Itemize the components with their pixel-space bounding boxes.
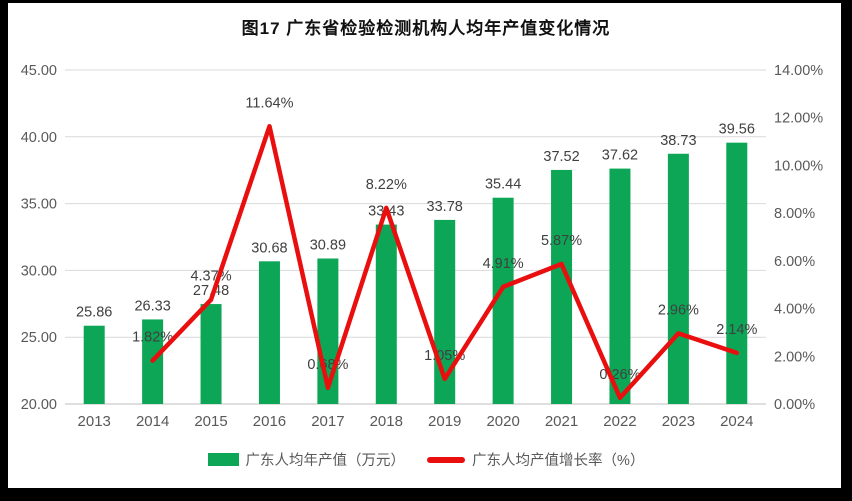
- left-axis-tick-label: 45.00: [21, 63, 57, 79]
- bar: [492, 197, 514, 404]
- bar-data-label: 35.44: [485, 177, 521, 193]
- x-axis-category-label: 2018: [370, 413, 403, 430]
- x-axis-category-label: 2024: [720, 413, 753, 430]
- bar: [200, 304, 222, 404]
- bar-data-label: 37.52: [543, 149, 579, 165]
- right-axis-tick-label: 14.00%: [774, 63, 823, 79]
- x-axis-category-label: 2023: [662, 413, 695, 430]
- left-axis-tick-label: 25.00: [21, 330, 57, 346]
- x-axis-category-label: 2016: [253, 413, 286, 430]
- bar-data-label: 30.68: [251, 240, 287, 256]
- bar: [375, 224, 397, 404]
- legend-bar-label: 广东人均年产值（万元）: [245, 453, 406, 469]
- line-data-label: 1.82%: [132, 330, 173, 346]
- line-data-label: 5.87%: [541, 233, 582, 249]
- bar-data-label: 30.89: [310, 238, 346, 254]
- bar-data-label: 25.86: [76, 305, 112, 321]
- bar-data-label: 39.56: [719, 122, 755, 138]
- line-data-label: 11.64%: [245, 95, 293, 111]
- x-axis-category-label: 2020: [486, 413, 519, 430]
- line-data-label: 0.68%: [307, 357, 348, 373]
- bar: [726, 142, 748, 404]
- bar-data-label: 38.73: [660, 133, 696, 149]
- x-axis-category-label: 2013: [78, 413, 111, 430]
- legend-item-bar-series: 广东人均年产值（万元）: [207, 449, 406, 470]
- right-axis-tick-label: 2.00%: [774, 349, 815, 365]
- right-axis-tick-label: 0.00%: [774, 397, 815, 413]
- x-axis-category-label: 2015: [194, 413, 227, 430]
- line-series-swatch: [427, 456, 466, 463]
- left-axis-tick-label: 30.00: [21, 263, 57, 279]
- bar: [667, 153, 689, 404]
- left-axis-tick-label: 40.00: [21, 130, 57, 146]
- bar: [258, 261, 280, 404]
- legend-item-line-series: 广东人均产值增长率（%）: [427, 449, 644, 470]
- bar-data-label: 27.48: [193, 283, 229, 299]
- x-axis-category-label: 2017: [311, 413, 344, 430]
- right-axis-tick-label: 4.00%: [774, 302, 815, 318]
- right-axis-tick-label: 10.00%: [774, 158, 823, 174]
- chart-legend: 广东人均年产值（万元） 广东人均产值增长率（%）: [0, 449, 852, 470]
- right-axis-tick-label: 6.00%: [774, 254, 815, 270]
- bar-data-label: 33.78: [427, 199, 463, 215]
- bar-data-label: 37.62: [602, 148, 638, 164]
- line-data-label: 4.91%: [483, 256, 524, 272]
- x-axis-category-label: 2019: [428, 413, 461, 430]
- line-data-label: 4.37%: [190, 269, 231, 285]
- line-data-label: 2.14%: [716, 322, 757, 338]
- x-axis-category-label: 2021: [545, 413, 578, 430]
- bar: [551, 169, 573, 404]
- line-data-label: 2.96%: [658, 302, 699, 318]
- right-axis-tick-label: 8.00%: [774, 206, 815, 222]
- right-axis-tick-label: 12.00%: [774, 111, 823, 127]
- bar-series-swatch: [207, 453, 239, 466]
- bar: [83, 325, 105, 404]
- x-axis-category-label: 2022: [603, 413, 636, 430]
- line-data-label: 8.22%: [366, 177, 407, 193]
- chart-canvas: [8, 3, 841, 488]
- legend-line-label: 广东人均产值增长率（%）: [472, 453, 645, 469]
- chart-title: 图17 广东省检验检测机构人均年产值变化情况: [241, 19, 611, 38]
- x-axis-category-label: 2014: [136, 413, 169, 430]
- bar: [609, 168, 631, 404]
- bar-data-label: 26.33: [134, 298, 170, 314]
- left-axis-tick-label: 35.00: [21, 197, 57, 213]
- left-axis-tick-label: 20.00: [21, 397, 57, 413]
- line-series: [150, 124, 740, 401]
